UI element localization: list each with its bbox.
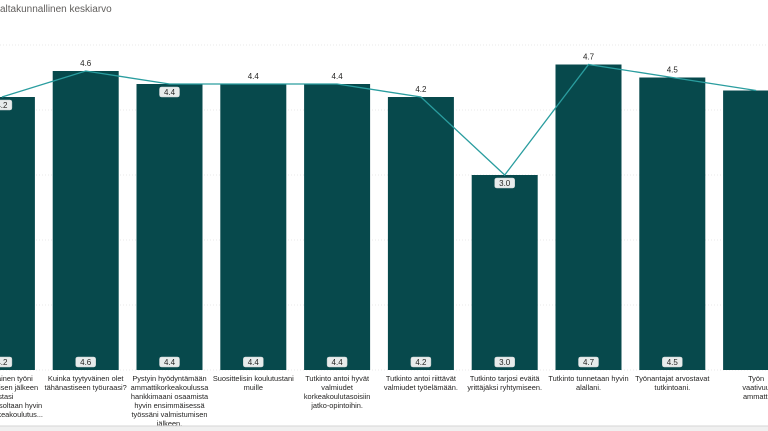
line-point-label-bg	[159, 86, 180, 98]
bar-base-label: 4.4	[332, 358, 344, 367]
bar-base-label-bg	[410, 356, 432, 368]
bar	[0, 97, 35, 370]
bar-base-label-bg	[578, 356, 599, 368]
bar-top-label: 4.6	[80, 59, 92, 68]
bar-base-label-bg	[159, 356, 180, 368]
category-label: Työnantajat arvostavat tutkintoani.	[635, 374, 709, 392]
category-labels: ensimmäinen työnivalmistumisen jälkeenva…	[0, 374, 768, 428]
bar-base-label: 4.2	[0, 358, 8, 367]
bar-top-label: 4.4	[332, 72, 344, 81]
bar	[555, 64, 622, 370]
bar-base-label: 4.4	[248, 358, 260, 367]
value-labels: 4.6 4.4 4.4 4.2 4.7 4.5 4.2 4.4 3.0 4.2 4.6 4.4 4.4 4…	[0, 53, 683, 368]
category-label: Tutkinto tarjosi eväitä yrittäjäksi ryhty…	[467, 374, 542, 392]
bar	[136, 84, 203, 370]
bar-top-label: 4.5	[667, 66, 679, 75]
bar-top-label: 4.2	[415, 85, 427, 94]
category-label: Tutkinto antoi hyvät valmiudet korkeakoulu…	[304, 374, 371, 410]
bar-base-label: 4.7	[583, 358, 595, 367]
line-point-label-bg	[494, 177, 515, 189]
category-label: Tutkinto antoi riittävät valmiudet työelä…	[384, 374, 458, 392]
line-point-label: 4.4	[164, 88, 176, 97]
bar-top-label: 4.7	[583, 53, 595, 62]
series-line	[1, 63, 757, 176]
line-point-label: 4.2	[0, 101, 8, 110]
bar-base-label: 4.2	[415, 358, 427, 367]
category-label: Tutkinto tunnetaan hyvin alallani.	[548, 374, 628, 392]
bottom-scroll-strip	[0, 425, 768, 431]
bar-base-label-bg	[75, 356, 96, 368]
bar-base-label-bg	[494, 356, 515, 368]
bar-base-label: 4.6	[80, 358, 92, 367]
line-series	[1, 63, 757, 176]
bar	[723, 90, 768, 370]
category-label: ensimmäinen työnivalmistumisen jälkeenva…	[0, 374, 43, 419]
bar-base-label-bg	[243, 356, 264, 368]
bar	[639, 77, 706, 370]
bar-top-label: 4.4	[248, 72, 260, 81]
bar-base-label-bg	[662, 356, 683, 368]
bar	[52, 71, 119, 370]
category-label: Työn vaativuu ammatti	[742, 374, 768, 401]
legend-label: altakunnallinen keskiarvo	[0, 4, 112, 15]
bar-base-label-bg	[0, 356, 13, 368]
bar-base-label: 4.4	[164, 358, 176, 367]
category-label: Pystyin hyödyntämään ammattikorkeakouluss…	[131, 374, 210, 428]
bar	[471, 175, 538, 370]
bar	[304, 84, 371, 370]
category-label: Suosittelisin koulutustani muille	[213, 374, 294, 392]
line-point-label: 3.0	[499, 179, 511, 188]
bar-base-label: 4.5	[667, 358, 679, 367]
bar	[387, 97, 454, 370]
bar-base-label: 3.0	[499, 358, 511, 367]
legend: altakunnallinen keskiarvo	[0, 4, 112, 15]
category-label: Kuinka tyytyväinen olet tähänastiseen työ…	[45, 374, 127, 392]
bar-base-label-bg	[326, 356, 348, 368]
bar-series	[0, 64, 768, 370]
bottom-strip	[0, 426, 768, 431]
bar	[220, 84, 287, 370]
line-point-label-bg	[0, 99, 13, 111]
